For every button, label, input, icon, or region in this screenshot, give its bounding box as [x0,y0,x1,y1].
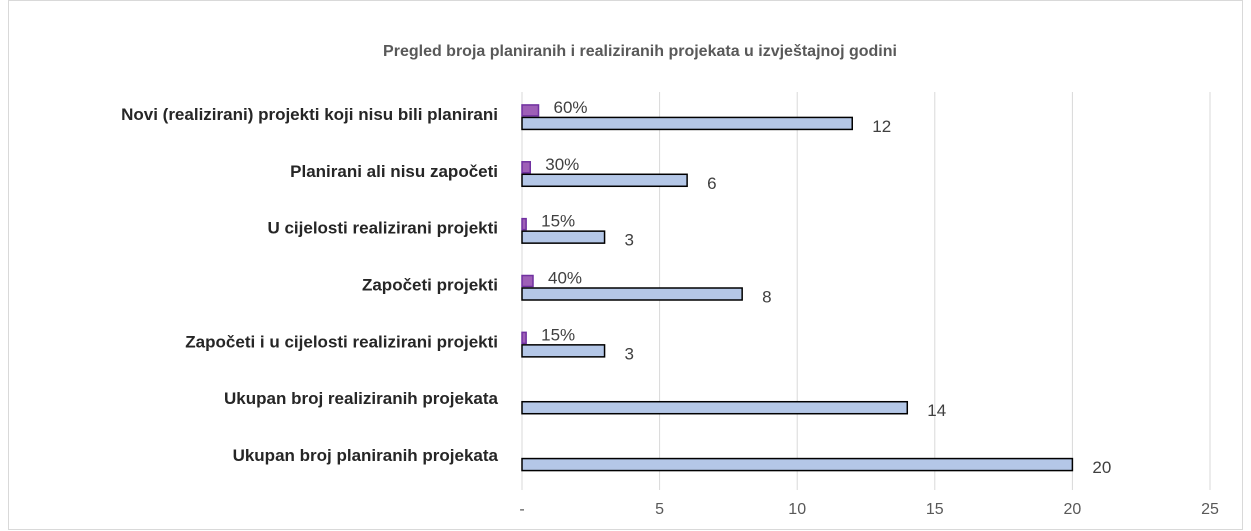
data-label: 3 [625,344,634,363]
bar [521,400,909,415]
chart-title: Pregled broja planiranih i realiziranih … [383,43,897,60]
x-tick-label: 10 [788,501,806,518]
bar [521,274,534,288]
data-label: 15% [541,325,575,344]
bar [521,344,606,358]
y-tick-label: Planirani ali nisu započeti [290,162,498,181]
x-tick-label: - [519,501,524,518]
bar [521,457,1074,472]
data-label: 6 [707,174,716,193]
y-tick-label: Ukupan broj planiranih projekata [233,446,499,465]
y-tick-label: Započeti projekti [362,275,498,294]
y-tick-label: Započeti i u cijelosti realizirani proje… [185,332,498,351]
data-label: 12 [872,117,891,136]
x-tick-label: 20 [1064,501,1082,518]
bar [521,230,606,244]
data-label: 30% [545,155,579,174]
bar [521,104,540,117]
bar [521,173,688,188]
data-label: 14 [927,401,946,420]
y-tick-label: Ukupan broj realiziranih projekata [224,389,499,408]
bar [521,331,527,345]
y-tick-label: U cijelosti realizirani projekti [267,219,498,238]
data-label: 40% [548,268,582,287]
bar [521,217,527,231]
bar [521,287,743,301]
x-tick-label: 25 [1201,501,1219,518]
data-label: 15% [541,212,575,231]
chart-border [8,0,1243,530]
bar [521,116,853,131]
bar [521,161,532,174]
data-label: 20 [1092,458,1111,477]
y-tick-label: Novi (realizirani) projekti koji nisu bi… [121,105,498,124]
data-label: 60% [554,98,588,117]
x-tick-label: 15 [926,501,944,518]
data-label: 3 [625,231,634,250]
data-label: 8 [762,287,771,306]
x-tick-label: 5 [655,501,664,518]
